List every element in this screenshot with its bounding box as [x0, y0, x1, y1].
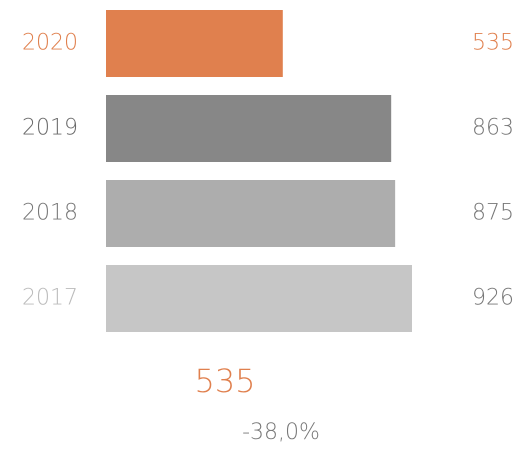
- category-label: 2020: [22, 31, 78, 56]
- value-label: 875: [472, 201, 514, 226]
- value-label: 863: [472, 116, 514, 141]
- summary-change: -38,0%: [242, 420, 320, 445]
- value-label: 535: [472, 31, 514, 56]
- bar: [106, 180, 396, 247]
- category-label: 2017: [22, 286, 78, 311]
- bar: [106, 265, 412, 332]
- category-label: 2018: [22, 201, 78, 226]
- bar: [106, 10, 283, 77]
- value-label: 926: [472, 286, 514, 311]
- summary-value: 535: [194, 362, 255, 400]
- bar: [106, 95, 392, 162]
- category-label: 2019: [22, 116, 78, 141]
